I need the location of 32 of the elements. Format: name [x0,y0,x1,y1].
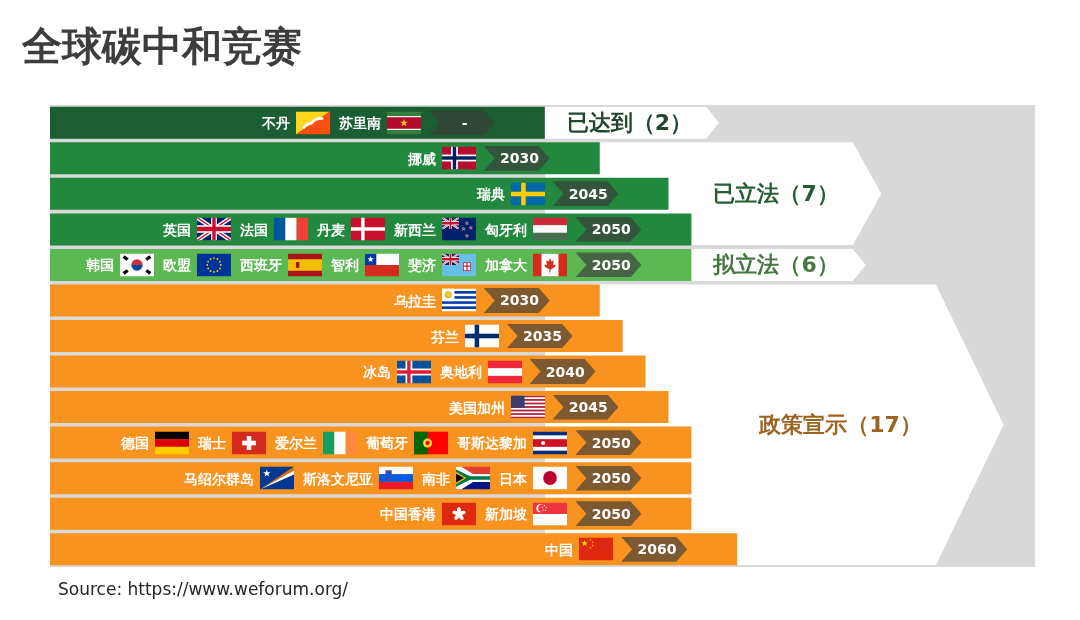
data-label: 2040 [544,362,586,381]
chart-title: 全球碳中和竞赛 [22,22,302,70]
text: 政策宣示（17） [759,410,922,439]
data-label: 2035 [521,327,563,345]
data-label: - [460,113,469,132]
data-label: 2050 [590,433,632,452]
category-label: 韩国 欧盟 西班牙 智利 斐济 加拿大 [86,256,528,273]
y-tick-label: 芬兰 [430,327,459,345]
data-label: 2030 [499,149,540,168]
series-label: 拟立法（6） [713,250,839,279]
data-label: 2045 [567,398,609,417]
series-label: 已立法（7） [713,179,839,208]
data-label: 2050 [590,504,632,523]
category-label: 中国香港 新加坡 [380,505,528,522]
data-label: 2060 [636,540,678,559]
y-tick-label: 美国加州 [448,398,505,417]
data-label: 2050 [590,469,632,488]
category-label: 马绍尔群岛 斯洛文尼亚 南非 日本 [184,470,528,487]
category-label: 不丹 苏里南 [261,114,381,131]
data-label: 2045 [567,184,609,203]
data-label: 2050 [590,255,632,274]
y-tick-label: 乌拉圭 [393,291,436,310]
data-label: 2050 [590,220,632,239]
source-note: Source: https://www.weforum.org/ [58,578,349,600]
data-label: 2030 [499,291,540,310]
y-tick-label: 瑞典 [476,184,505,203]
category-label: 英国 法国 丹麦 新西兰 匈牙利 [163,221,528,238]
series-label: 已达到（2） [566,108,693,137]
y-tick-label: 挪威 [407,149,436,168]
category-label: 冰岛 奥地利 [362,363,482,380]
y-tick-label: 中国 [545,540,574,559]
category-label: 德国 瑞士 爱尔兰 葡萄牙 哥斯达黎加 [121,434,528,451]
